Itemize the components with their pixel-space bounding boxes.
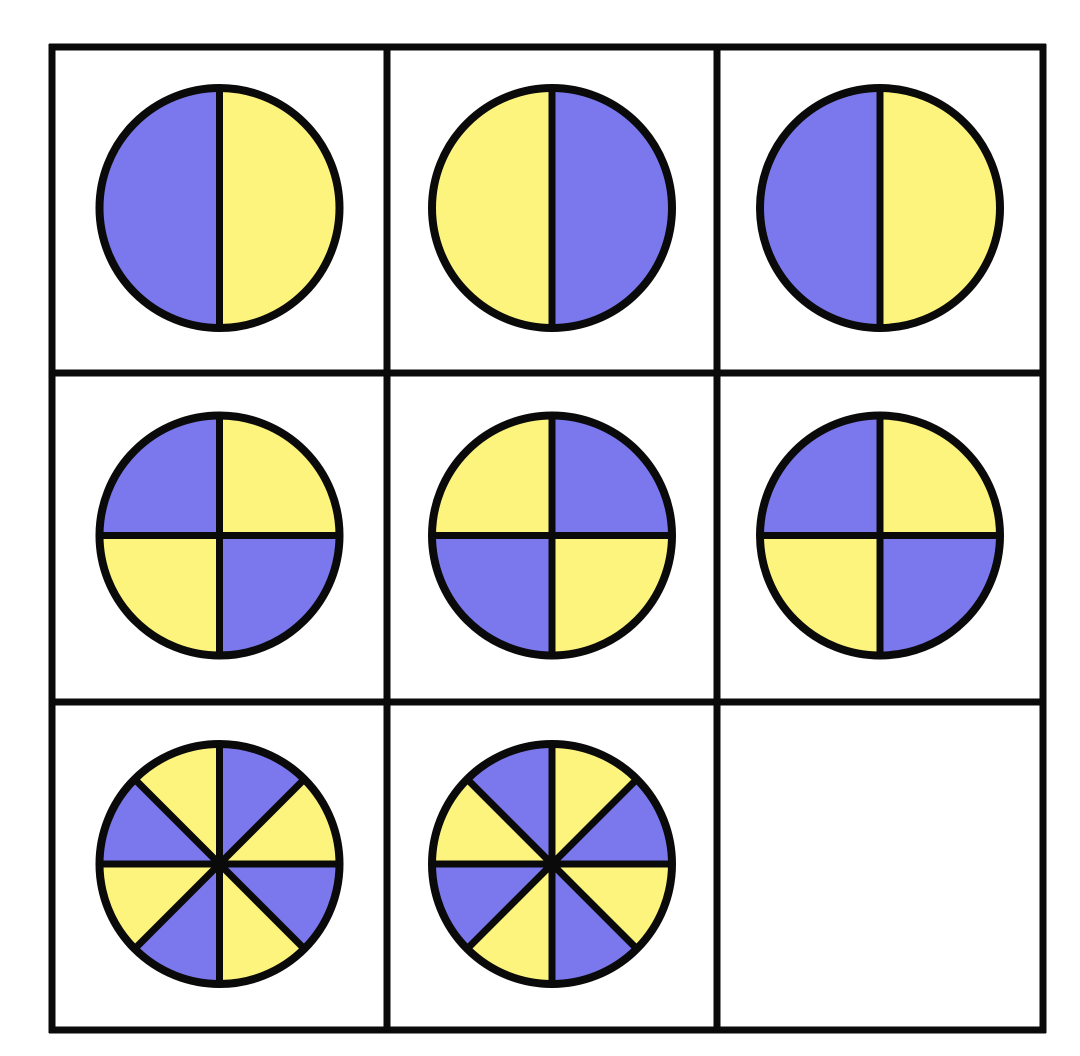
cell-r2-c0 — [95, 740, 344, 988]
segment-yellow — [880, 415, 1001, 536]
segment-yellow — [219, 415, 340, 536]
cell-r0-c0 — [95, 84, 344, 332]
divider-line — [216, 775, 308, 868]
divider-line — [131, 775, 223, 868]
grid-lines — [48, 43, 1047, 1034]
segment-yellow — [552, 744, 637, 864]
segment-yellow — [219, 864, 305, 984]
segment-blue — [552, 88, 672, 328]
segment-blue — [219, 864, 340, 949]
circle-outline — [95, 411, 344, 660]
divider-line — [216, 860, 308, 953]
divider-line — [548, 860, 641, 953]
segment-yellow — [432, 779, 552, 864]
segment-yellow — [760, 535, 880, 656]
cell-r2-c1 — [428, 740, 676, 988]
divider-line — [463, 860, 556, 953]
circle-outline — [95, 740, 344, 988]
circle-outline — [428, 411, 676, 660]
segment-blue — [552, 864, 637, 984]
segment-blue — [432, 864, 552, 949]
cell-r0-c1 — [428, 84, 676, 332]
segment-blue — [552, 779, 672, 864]
segment-blue — [99, 88, 220, 328]
segment-yellow — [880, 88, 1000, 328]
segment-yellow — [219, 88, 340, 328]
circle-outline — [428, 84, 676, 332]
segment-blue — [99, 415, 220, 536]
circle-outline — [756, 84, 1004, 332]
circle-outline — [95, 84, 344, 332]
segment-yellow — [552, 535, 673, 656]
divider-line — [548, 775, 641, 868]
segment-yellow — [432, 415, 552, 536]
divider-line — [131, 860, 223, 953]
cells-layer — [95, 84, 1004, 988]
segment-blue — [552, 415, 672, 536]
segment-yellow — [99, 535, 220, 656]
segment-yellow — [432, 88, 552, 328]
segment-yellow — [134, 744, 220, 864]
cell-r1-c0 — [95, 411, 344, 660]
segment-yellow — [552, 864, 672, 949]
circle-outline — [756, 411, 1004, 660]
segment-yellow — [467, 864, 552, 984]
segment-blue — [467, 744, 552, 864]
divider-line — [463, 775, 556, 868]
segment-blue — [99, 779, 220, 864]
cell-r1-c2 — [756, 411, 1004, 660]
segment-blue — [880, 535, 1001, 656]
segment-blue — [219, 744, 305, 864]
cell-r0-c2 — [756, 84, 1004, 332]
segment-blue — [219, 535, 340, 656]
circle-outline — [428, 740, 676, 988]
segment-blue — [432, 535, 552, 656]
segment-yellow — [99, 864, 220, 949]
segment-blue — [760, 415, 880, 536]
segment-blue — [134, 864, 220, 984]
segment-yellow — [219, 779, 340, 864]
segment-blue — [760, 88, 880, 328]
cell-r1-c1 — [428, 411, 676, 660]
